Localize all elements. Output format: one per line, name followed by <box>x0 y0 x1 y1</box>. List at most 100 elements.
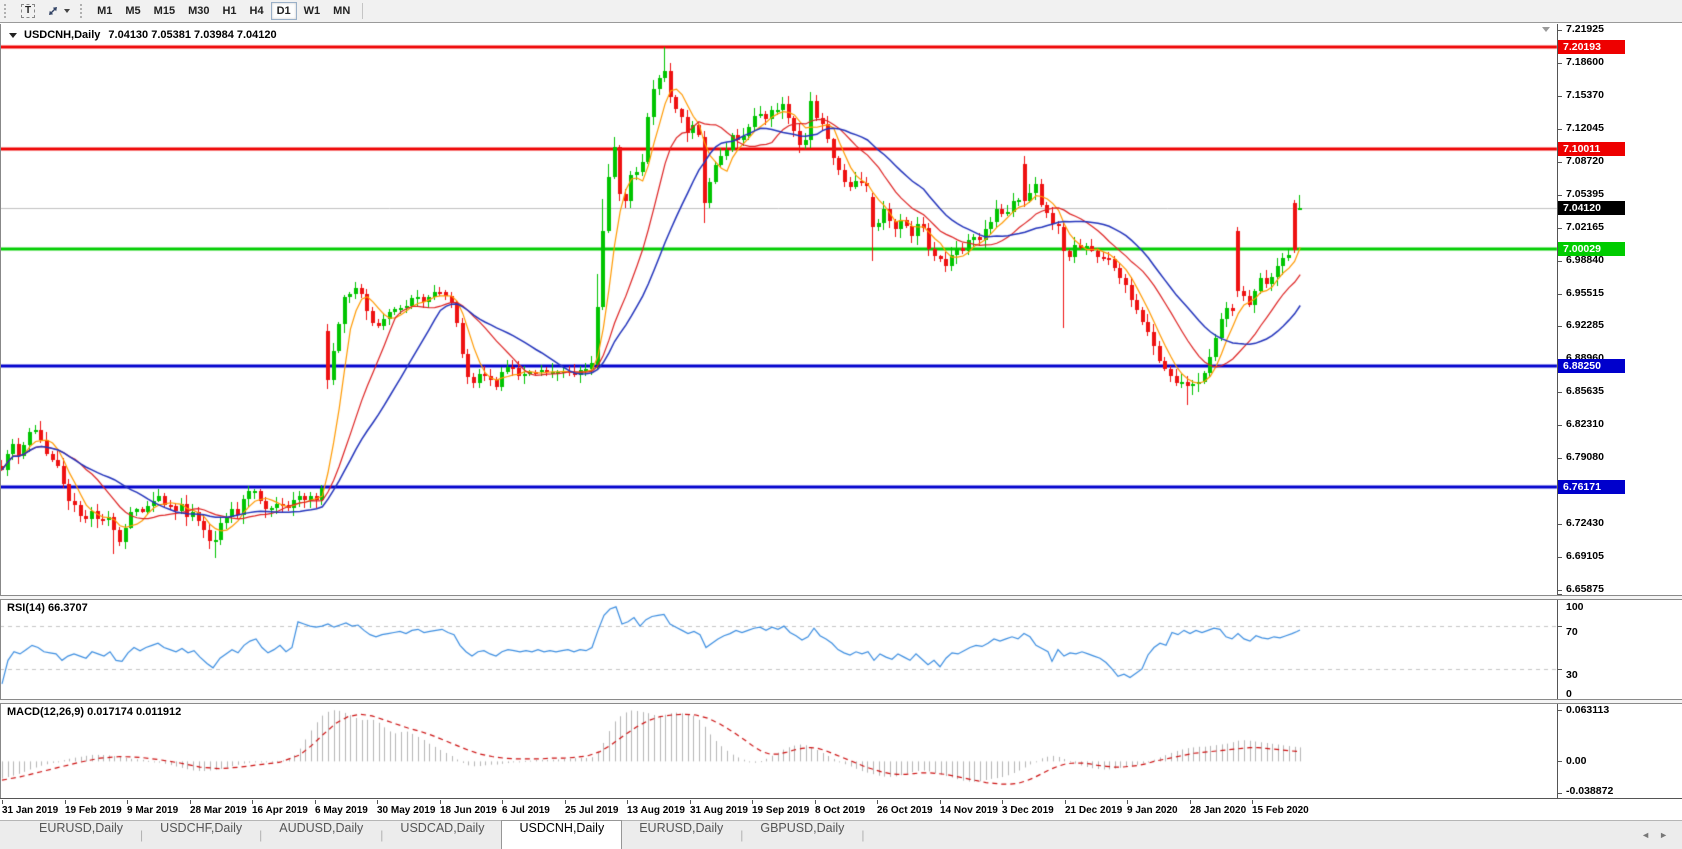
text-label-tool-button[interactable]: T <box>15 2 41 20</box>
time-axis-label: 28 Jan 2020 <box>1190 805 1247 816</box>
price-axis-tick-label: 7.02165 <box>1566 221 1604 233</box>
time-axis-label: 25 Jul 2019 <box>565 805 619 816</box>
time-axis-label: 31 Aug 2019 <box>690 805 748 816</box>
rsi-axis-tick-label: 0 <box>1566 688 1572 700</box>
tab-usdchf-1[interactable]: USDCHF,Daily <box>160 821 243 835</box>
rsi-axis-tick <box>1558 594 1562 595</box>
level-badge-7.10011: 7.10011 <box>1558 142 1625 156</box>
tab-scroll-left-icon[interactable]: ◄ <box>1641 830 1651 840</box>
timeframe-button-m15[interactable]: M15 <box>148 2 181 20</box>
time-axis-label: 31 Jan 2019 <box>2 805 59 816</box>
tab-eurusd-5[interactable]: EURUSD,Daily <box>639 821 724 835</box>
macd-indicator-label: MACD(12,26,9) 0.017174 0.011912 <box>7 706 182 718</box>
time-axis-label: 30 May 2019 <box>377 805 436 816</box>
time-axis-label: 6 May 2019 <box>315 805 368 816</box>
timeframe-button-d1[interactable]: D1 <box>270 2 297 20</box>
pane-splitter-macd[interactable] <box>0 699 1682 704</box>
tab-gbpusd-6[interactable]: GBPUSD,Daily <box>760 821 845 835</box>
price-axis-tick-label: 7.21925 <box>1566 23 1604 35</box>
price-axis-tick <box>1558 590 1562 591</box>
price-axis-tick-label: 6.85635 <box>1566 385 1604 397</box>
timeframe-button-m5[interactable]: M5 <box>119 2 146 20</box>
price-axis-tick <box>1558 261 1562 262</box>
tab-audusd-2[interactable]: AUDUSD,Daily <box>279 821 364 835</box>
time-axis-label: 28 Mar 2019 <box>190 805 247 816</box>
time-axis-label: 15 Feb 2020 <box>1252 805 1309 816</box>
price-axis-tick <box>1558 524 1562 525</box>
tab-eurusd-0[interactable]: EURUSD,Daily <box>39 821 124 835</box>
chart-tabs: EURUSD,Daily | USDCHF,Daily | AUDUSD,Daily | U… <box>0 820 865 849</box>
tab-usdcnh-4[interactable]: USDCNH,Daily <box>501 820 623 849</box>
timeframe-button-group: M1 M5 M15 M30 H1 H4 D1 W1 MN <box>91 2 356 20</box>
rsi-axis-tick-label: 70 <box>1566 626 1578 638</box>
cursor-mode-button[interactable] <box>41 2 76 20</box>
chart-ohlc-values: 7.04130 7.05381 7.03984 7.04120 <box>108 29 277 41</box>
price-axis-tick <box>1558 63 1562 64</box>
timeframe-button-h1[interactable]: H1 <box>216 2 242 20</box>
rsi-axis-tick-label: 100 <box>1566 601 1584 613</box>
price-axis-tick <box>1558 30 1562 31</box>
tab-separator: | <box>861 828 865 842</box>
time-axis-tick <box>940 800 941 804</box>
text-tool-icon: T <box>21 4 36 18</box>
macd-axis-tick-label: 0.063113 <box>1566 704 1610 716</box>
time-axis-tick <box>127 800 128 804</box>
time-axis-label: 18 Jun 2019 <box>440 805 497 816</box>
rsi-indicator-label: RSI(14) 66.3707 <box>7 602 88 614</box>
rsi-axis-tick-label: 30 <box>1566 669 1578 681</box>
timeframe-button-m1[interactable]: M1 <box>91 2 118 20</box>
time-axis-label: 19 Feb 2019 <box>65 805 122 816</box>
price-axis-tick <box>1558 425 1562 426</box>
price-axis-tick-label: 6.95515 <box>1566 287 1604 299</box>
price-axis-tick <box>1558 294 1562 295</box>
time-axis-label: 14 Nov 2019 <box>940 805 998 816</box>
time-axis-label: 8 Oct 2019 <box>815 805 866 816</box>
toolbar-grip[interactable] <box>4 4 9 18</box>
time-axis-label: 26 Oct 2019 <box>877 805 933 816</box>
macd-axis-tick <box>1558 761 1562 762</box>
tab-separator: | <box>740 828 744 842</box>
timeframe-button-h4[interactable]: H4 <box>244 2 270 20</box>
chart-symbol-period: USDCNH,Daily <box>24 29 101 41</box>
price-axis-tick <box>1558 326 1562 327</box>
price-axis-tick-label: 7.08720 <box>1566 155 1604 167</box>
price-axis-tick-label: 6.79080 <box>1566 451 1604 463</box>
price-axis-tick <box>1558 392 1562 393</box>
chart-shift-marker[interactable] <box>1542 27 1550 32</box>
timeframe-button-mn[interactable]: MN <box>327 2 356 20</box>
macd-axis-tick-label: -0.038872 <box>1566 785 1614 797</box>
tab-separator: | <box>380 828 384 842</box>
time-axis-tick <box>1190 800 1191 804</box>
level-badge-7.00029: 7.00029 <box>1558 242 1625 256</box>
timeframe-button-m30[interactable]: M30 <box>182 2 215 20</box>
price-axis-tick-label: 6.69105 <box>1566 550 1604 562</box>
price-axis-line[interactable] <box>1557 24 1558 799</box>
toolbar: T M1 M5 M15 M30 H1 H4 D1 W1 MN <box>0 0 1682 23</box>
collapse-arrow-icon[interactable] <box>9 32 17 38</box>
toolbar-grip-2[interactable] <box>80 4 85 18</box>
level-badge-7.20193: 7.20193 <box>1558 40 1625 54</box>
rsi-axis-tick <box>1558 669 1562 670</box>
tab-usdcad-3[interactable]: USDCAD,Daily <box>400 821 485 835</box>
time-axis-tick <box>877 800 878 804</box>
time-axis-tick <box>2 800 3 804</box>
pane-splitter-rsi[interactable] <box>0 595 1682 600</box>
time-axis-tick <box>502 800 503 804</box>
time-axis-label: 9 Mar 2019 <box>127 805 179 816</box>
time-axis-tick <box>1002 800 1003 804</box>
time-axis-label: 6 Jul 2019 <box>502 805 550 816</box>
chart-left-border <box>0 24 1 799</box>
price-axis-tick-label: 7.18600 <box>1566 56 1604 68</box>
time-axis-tick <box>190 800 191 804</box>
price-axis-tick-label: 7.05395 <box>1566 188 1604 200</box>
time-axis-tick <box>1252 800 1253 804</box>
time-axis-label: 3 Dec 2019 <box>1002 805 1054 816</box>
price-axis-tick <box>1558 162 1562 163</box>
tab-scroll-right-icon[interactable]: ► <box>1659 830 1668 840</box>
timeframe-button-w1[interactable]: W1 <box>298 2 327 20</box>
time-axis-tick <box>815 800 816 804</box>
time-axis-tick <box>690 800 691 804</box>
time-axis-label: 21 Dec 2019 <box>1065 805 1123 816</box>
price-axis-tick-label: 6.72430 <box>1566 517 1604 529</box>
